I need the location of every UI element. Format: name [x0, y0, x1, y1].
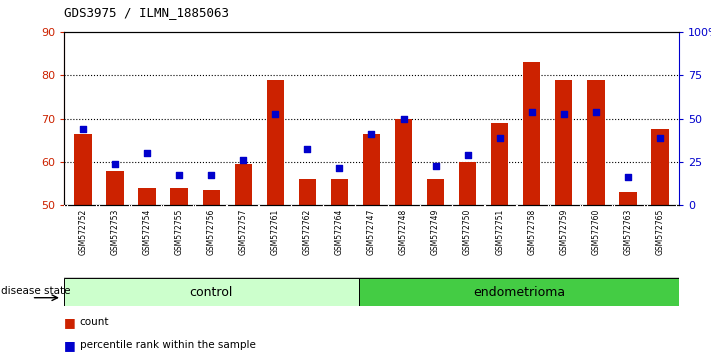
Point [558, 112, 570, 117]
Bar [267, 80, 284, 205]
Text: GSM572756: GSM572756 [207, 209, 216, 255]
Bar [651, 130, 668, 205]
Text: ■: ■ [64, 316, 76, 329]
Text: control: control [190, 286, 233, 298]
Text: GSM572765: GSM572765 [656, 209, 664, 255]
Point [237, 157, 249, 162]
Bar [139, 188, 156, 205]
Point [301, 146, 313, 152]
Point [269, 112, 281, 117]
Text: GSM572759: GSM572759 [559, 209, 568, 255]
Bar [75, 134, 92, 205]
Text: ■: ■ [64, 339, 76, 352]
Bar [64, 278, 358, 306]
Bar [358, 278, 679, 306]
Bar [491, 123, 508, 205]
Text: GSM572762: GSM572762 [303, 209, 312, 255]
Text: GSM572751: GSM572751 [495, 209, 504, 255]
Text: GSM572754: GSM572754 [143, 209, 151, 255]
Text: GSM572763: GSM572763 [624, 209, 632, 255]
Point [654, 135, 665, 141]
Text: GSM572764: GSM572764 [335, 209, 344, 255]
Point [590, 109, 602, 115]
Point [526, 109, 538, 115]
Text: count: count [80, 317, 109, 327]
Text: GSM572758: GSM572758 [527, 209, 536, 255]
Bar [235, 164, 252, 205]
Point [141, 150, 153, 156]
Bar [395, 119, 412, 205]
Text: GSM572761: GSM572761 [271, 209, 280, 255]
Bar [107, 171, 124, 205]
Point [333, 166, 345, 171]
Bar [331, 179, 348, 205]
Bar [523, 62, 540, 205]
Point [77, 127, 89, 132]
Bar [299, 179, 316, 205]
Text: disease state: disease state [1, 286, 71, 296]
Point [205, 172, 217, 178]
Text: percentile rank within the sample: percentile rank within the sample [80, 340, 255, 350]
Bar [427, 179, 444, 205]
Text: GSM572750: GSM572750 [463, 209, 472, 255]
Point [430, 164, 442, 169]
Text: GSM572760: GSM572760 [592, 209, 600, 255]
Bar [171, 188, 188, 205]
Point [462, 153, 474, 158]
Point [109, 161, 121, 167]
Text: GSM572757: GSM572757 [239, 209, 248, 255]
Point [398, 116, 410, 121]
Bar [203, 190, 220, 205]
Text: GSM572753: GSM572753 [111, 209, 119, 255]
Bar [619, 192, 636, 205]
Bar [555, 80, 572, 205]
Point [494, 135, 506, 141]
Text: GSM572748: GSM572748 [399, 209, 408, 255]
Point [622, 174, 634, 180]
Text: endometrioma: endometrioma [473, 286, 565, 298]
Point [365, 131, 377, 137]
Point [173, 172, 185, 178]
Bar [459, 162, 476, 205]
Bar [363, 134, 380, 205]
Text: GSM572747: GSM572747 [367, 209, 376, 255]
Bar [587, 80, 604, 205]
Text: GSM572752: GSM572752 [79, 209, 87, 255]
Text: GSM572755: GSM572755 [175, 209, 184, 255]
Text: GDS3975 / ILMN_1885063: GDS3975 / ILMN_1885063 [64, 6, 229, 19]
Text: GSM572749: GSM572749 [431, 209, 440, 255]
